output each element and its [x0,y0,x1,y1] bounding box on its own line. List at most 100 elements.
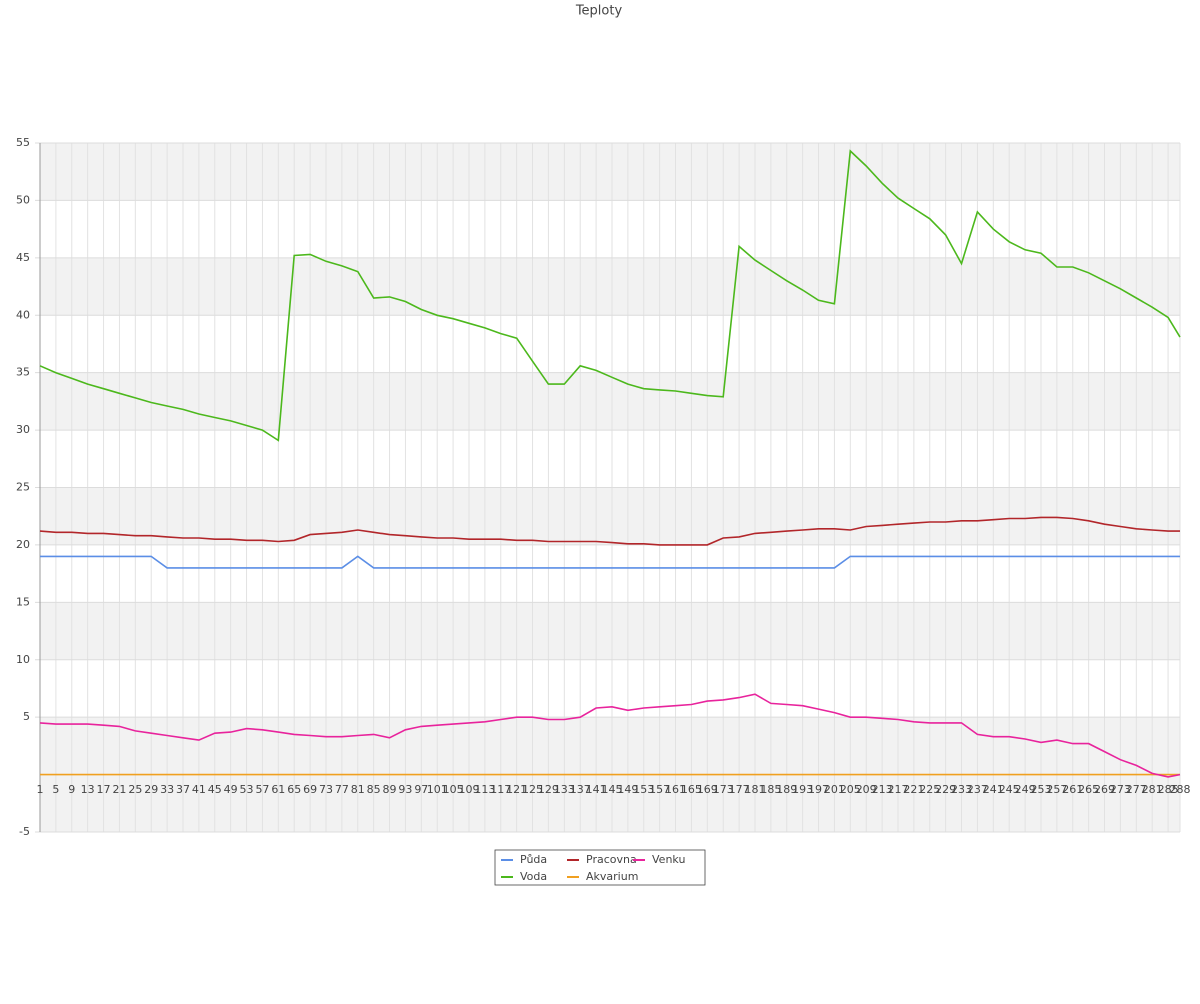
x-tick-label: 97 [414,783,428,796]
grid-band [40,257,1180,316]
x-tick-label: 21 [112,783,126,796]
x-tick-label: 37 [176,783,190,796]
x-tick-label: 209 [856,783,877,796]
x-tick-label: 273 [1110,783,1131,796]
y-tick-label: 40 [16,308,30,321]
legend-label: Voda [520,870,547,883]
grid-band [40,143,1180,201]
x-tick-label: 57 [255,783,269,796]
x-tick-label: 245 [999,783,1020,796]
x-tick-label: 121 [506,783,527,796]
x-tick-label: 221 [903,783,924,796]
series-line [40,555,1180,569]
x-tick-label: 25 [128,783,142,796]
x-tick-label: 201 [824,783,845,796]
y-tick-label: 25 [16,481,30,494]
x-tick-label: 185 [760,783,781,796]
x-tick-label: 217 [887,783,908,796]
legend-box [494,849,706,886]
x-tick-label: 5 [52,783,59,796]
x-tick-label: 53 [240,783,254,796]
x-tick-label: 177 [729,783,750,796]
x-tick-label: 117 [490,783,511,796]
x-tick-label: 269 [1094,783,1115,796]
x-tick-label: 253 [1030,783,1051,796]
x-tick-label: 241 [983,783,1004,796]
x-tick-label: 113 [474,783,495,796]
legend-label: Venku [652,853,685,866]
y-tick-label: 15 [16,595,30,608]
x-tick-label: 149 [617,783,638,796]
x-tick-label: 153 [633,783,654,796]
x-tick-label: 29 [144,783,158,796]
x-tick-label: 49 [224,783,238,796]
y-tick-label: 30 [16,423,30,436]
y-tick-label: 35 [16,366,30,379]
legend-label: Pracovna [586,853,637,866]
series-line [39,516,1180,546]
x-tick-label: 89 [383,783,397,796]
x-tick-label: 85 [367,783,381,796]
y-tick-label: -5 [19,825,30,838]
series-line [39,149,1181,442]
x-tick-label: 229 [935,783,956,796]
x-tick-label: 161 [665,783,686,796]
x-tick-label: 69 [303,783,317,796]
x-tick-label: 109 [458,783,479,796]
x-tick-label: 73 [319,783,333,796]
x-tick-label: 189 [776,783,797,796]
grid-band [40,602,1180,660]
series-line [39,693,1181,778]
x-tick-label: 169 [697,783,718,796]
grid-band [40,487,1180,545]
x-tick-label: 77 [335,783,349,796]
x-tick-label: 173 [713,783,734,796]
y-tick-label: 50 [16,193,30,206]
x-tick-label: 281 [1142,783,1163,796]
x-tick-label: 265 [1078,783,1099,796]
x-tick-label: 157 [649,783,670,796]
x-tick-label: 261 [1062,783,1083,796]
y-tick-label: 10 [16,653,30,666]
x-tick-label: 1 [37,783,44,796]
x-tick-label: 41 [192,783,206,796]
x-tick-label: 285 [1158,783,1179,796]
x-tick-label: 193 [792,783,813,796]
x-tick-label: 65 [287,783,301,796]
chart-title: Teploty [575,4,623,19]
x-tick-label: 133 [554,783,575,796]
y-tick-label: 45 [16,251,30,264]
x-tick-label: 105 [443,783,464,796]
x-tick-label: 9 [68,783,75,796]
x-tick-label: 141 [586,783,607,796]
x-tick-label: 93 [398,783,412,796]
x-tick-label: 81 [351,783,365,796]
x-tick-label: 17 [97,783,111,796]
x-tick-label: 61 [271,783,285,796]
x-tick-label: 213 [872,783,893,796]
legend-label: Akvarium [586,870,638,883]
x-tick-label: 129 [538,783,559,796]
x-tick-label: 233 [951,783,972,796]
x-tick-label: 197 [808,783,829,796]
x-tick-label: 101 [427,783,448,796]
legend-label: Půda [520,853,547,866]
x-tick-label: 165 [681,783,702,796]
y-tick-label: 55 [16,136,30,149]
x-tick-label: 181 [744,783,765,796]
x-tick-label: 13 [81,783,95,796]
x-tick-label: 257 [1046,783,1067,796]
x-tick-label: 125 [522,783,543,796]
x-tick-label: 205 [840,783,861,796]
x-tick-label: 277 [1126,783,1147,796]
y-tick-label: 20 [16,538,30,551]
x-tick-label: 237 [967,783,988,796]
x-tick-label: 288 [1170,783,1191,796]
x-tick-label: 137 [570,783,591,796]
x-tick-label: 145 [601,783,622,796]
x-tick-label: 33 [160,783,174,796]
x-tick-label: 45 [208,783,222,796]
x-tick-label: 249 [1015,783,1036,796]
x-tick-label: 225 [919,783,940,796]
